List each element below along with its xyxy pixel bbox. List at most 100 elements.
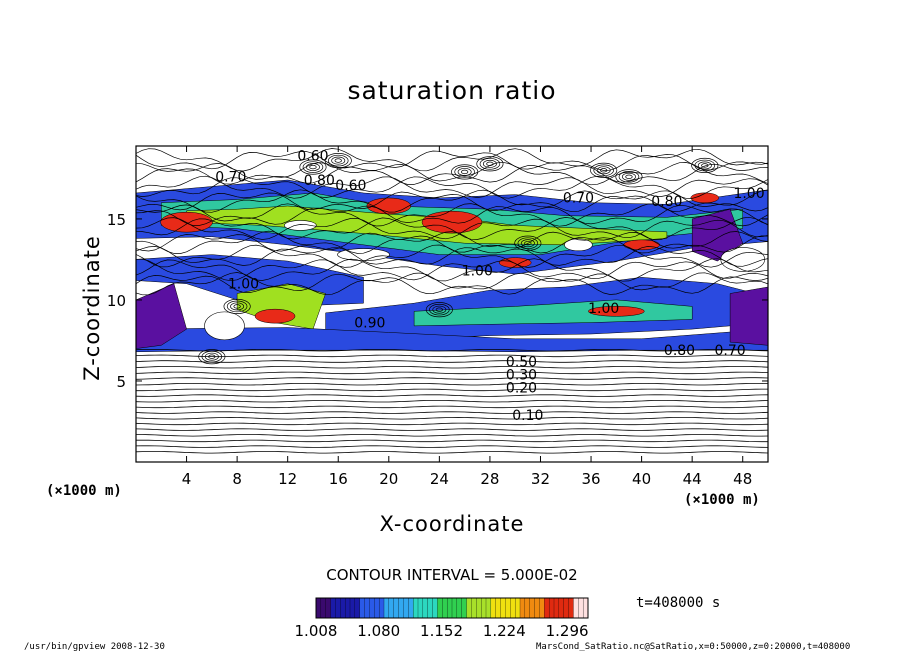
colorbar-cell xyxy=(364,597,370,619)
colorbar-cell xyxy=(451,597,458,619)
x-tick-label: 32 xyxy=(531,470,550,488)
x-unit-label-right: (×1000 m) xyxy=(684,492,760,508)
contour-eddy xyxy=(625,174,633,179)
colorbar-cell xyxy=(374,597,380,619)
contour-label: 0.30 xyxy=(506,367,537,383)
contour-eddy xyxy=(476,156,504,172)
colorbar-cell xyxy=(442,597,448,619)
contour-eddy xyxy=(204,352,219,361)
contour-label: 0.80 xyxy=(651,194,682,210)
contour-eddy xyxy=(435,307,444,312)
colorbar-cell xyxy=(563,597,570,619)
colorbar-cell xyxy=(340,597,346,619)
contour-eddy xyxy=(590,162,618,178)
colorbar-cell xyxy=(344,597,351,619)
colorbar-cell xyxy=(422,597,429,619)
contour-eddy xyxy=(694,159,716,172)
contour-line xyxy=(136,258,768,282)
contour-eddy xyxy=(697,161,712,170)
colorbar-cell xyxy=(529,597,536,619)
contour-eddy xyxy=(457,167,472,176)
contour-line xyxy=(136,204,768,225)
colorbar-cell xyxy=(383,597,390,619)
colorbar-frame xyxy=(315,597,589,619)
contour-eddy xyxy=(331,156,346,165)
colorbar-cell xyxy=(325,597,332,619)
contour-eddy xyxy=(524,241,532,246)
colorbar-cell xyxy=(461,597,468,619)
contour-line xyxy=(136,400,768,403)
contour-line xyxy=(136,394,768,397)
subsaturated-pocket xyxy=(204,311,245,341)
colorbar-cell xyxy=(369,597,375,619)
contour-eddy xyxy=(615,169,643,185)
colorbar-cell xyxy=(330,597,336,619)
contour-label: 0.80 xyxy=(664,343,695,359)
x-tick-label: 8 xyxy=(232,470,242,488)
colorbar-cell xyxy=(315,597,322,619)
contour-label: 0.70 xyxy=(563,191,594,207)
y-tick-label: 15 xyxy=(107,211,126,229)
contour-line xyxy=(136,383,768,386)
contour-eddy xyxy=(454,166,475,178)
contour-line xyxy=(136,230,768,254)
colorbar-cell xyxy=(432,597,438,619)
x-tick-label: 48 xyxy=(733,470,752,488)
contour-eddy xyxy=(306,163,320,172)
subsaturated-pocket xyxy=(337,248,390,261)
contour-label: 1.00 xyxy=(462,264,493,280)
subsaturated-pocket xyxy=(564,238,593,252)
contour-line xyxy=(136,148,768,172)
y-axis-label: Z-coordinate xyxy=(80,235,104,381)
plot-frame xyxy=(135,145,769,463)
contour-label: 0.50 xyxy=(506,354,537,370)
contour-eddy xyxy=(520,239,535,248)
colorbar-cell xyxy=(548,597,555,619)
colorbar-cell xyxy=(505,597,511,619)
time-label: t=408000 s xyxy=(636,595,721,611)
colorbar-cell xyxy=(578,597,584,619)
colorbar-cell xyxy=(378,597,385,619)
footer-source-info: MarsCond_SatRatio.nc@SatRatio,x=0:50000,… xyxy=(536,642,851,652)
contour-eddy xyxy=(208,354,216,359)
contour-eddy xyxy=(517,237,539,249)
contour-eddy xyxy=(479,158,501,170)
colorbar-cell xyxy=(388,597,395,619)
colorbar-cell xyxy=(359,597,366,619)
supersaturated-band-lower xyxy=(136,327,768,353)
contour-eddy xyxy=(425,302,453,318)
contour-eddy xyxy=(460,169,469,175)
contour-label: 1.00 xyxy=(733,186,764,202)
colorbar-cell xyxy=(403,597,409,619)
colorbar-cell xyxy=(427,597,434,619)
contour-label: 0.90 xyxy=(354,315,385,331)
subsaturated-pocket xyxy=(720,247,766,272)
x-tick-label: 4 xyxy=(182,470,192,488)
contour-eddy xyxy=(324,153,352,169)
contour-eddy xyxy=(230,302,245,311)
colorbar-cell xyxy=(480,597,487,619)
contour-eddy xyxy=(302,161,324,173)
contour-line xyxy=(136,203,768,227)
contour-label: 1.00 xyxy=(228,277,259,293)
colorbar-cell xyxy=(471,597,477,619)
colorbar-cell xyxy=(519,597,526,619)
x-tick-label: 28 xyxy=(480,470,499,488)
colorbar-cell xyxy=(393,597,400,619)
colorbar-tick-label: 1.296 xyxy=(546,622,589,640)
colorbar-tick-label: 1.152 xyxy=(420,622,463,640)
colorbar-cell xyxy=(544,597,550,619)
colorbar-cell xyxy=(495,597,502,619)
contour-line xyxy=(136,451,768,454)
contour-line xyxy=(136,416,768,420)
contour-eddy xyxy=(201,350,223,363)
contour-line xyxy=(136,175,768,199)
contour-eddy xyxy=(482,159,497,168)
contour-eddy xyxy=(233,304,241,309)
contour-label: 0.70 xyxy=(215,170,246,186)
x-tick-label: 20 xyxy=(379,470,398,488)
chart-title: saturation ratio xyxy=(347,76,557,105)
contour-line xyxy=(136,349,768,352)
contour-label: 0.10 xyxy=(512,408,543,424)
